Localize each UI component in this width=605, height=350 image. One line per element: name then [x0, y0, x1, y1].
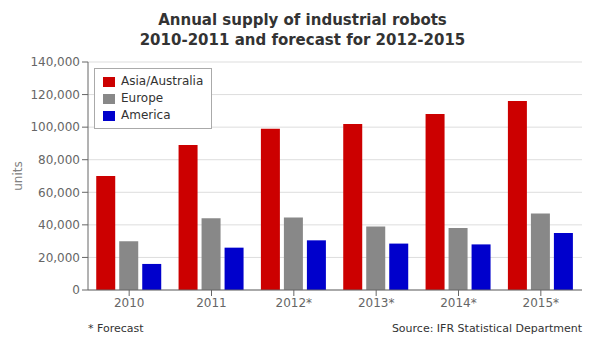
svg-text:140,000: 140,000: [30, 55, 80, 69]
svg-text:0: 0: [72, 283, 80, 297]
svg-text:2010: 2010: [114, 296, 145, 310]
svg-text:units: units: [11, 161, 25, 191]
svg-text:120,000: 120,000: [30, 88, 80, 102]
svg-text:40,000: 40,000: [38, 218, 80, 232]
svg-text:2015*: 2015*: [523, 296, 560, 310]
svg-text:2012*: 2012*: [276, 296, 313, 310]
html-text:America: America: [121, 108, 171, 122]
svg-text:2013*: 2013*: [358, 296, 395, 310]
html-text:2010-2011 and forecast for 201: 2010-2011 and forecast for 2012-2015: [139, 31, 466, 49]
html-text:Europe: Europe: [121, 91, 164, 105]
svg-text:2011: 2011: [196, 296, 227, 310]
html-text:Source: IFR Statistical Depart: Source: IFR Statistical Department: [391, 322, 582, 335]
html-text:Asia/Australia: Asia/Australia: [121, 74, 204, 88]
html-text:Annual supply of industrial ro: Annual supply of industrial robots: [158, 11, 447, 29]
svg-text:20,000: 20,000: [38, 251, 80, 265]
svg-text:60,000: 60,000: [38, 186, 80, 200]
html-text:* Forecast: * Forecast: [88, 322, 144, 335]
svg-text:80,000: 80,000: [38, 153, 80, 167]
svg-text:2014*: 2014*: [440, 296, 477, 310]
svg-text:100,000: 100,000: [30, 120, 80, 134]
